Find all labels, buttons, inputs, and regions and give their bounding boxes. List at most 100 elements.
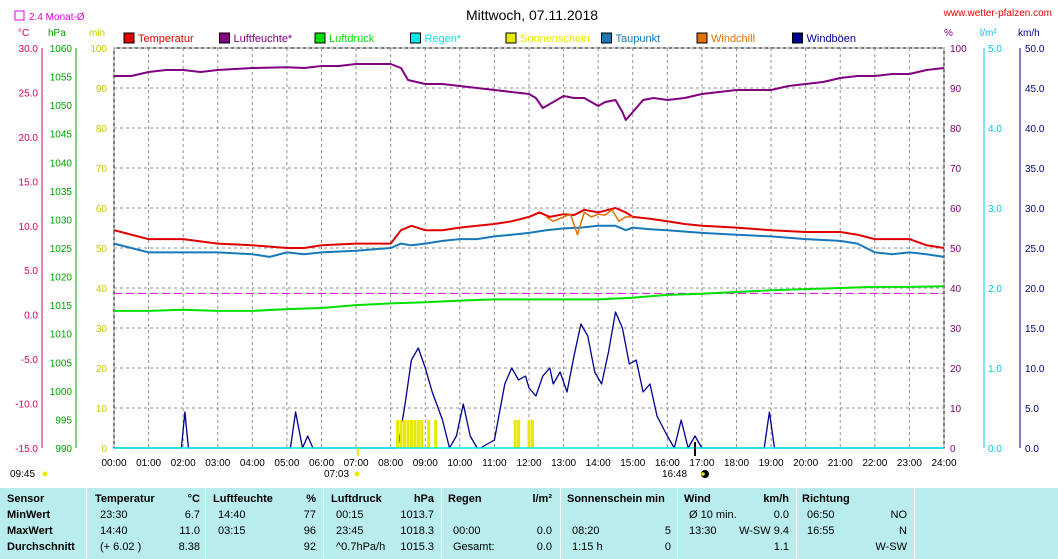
legend-label: Taupunkt xyxy=(616,33,661,45)
marker-sunset: 16:48 xyxy=(662,469,687,480)
sunshine-bar xyxy=(517,420,521,448)
stats-cell: 0.0 xyxy=(773,509,789,521)
grid-lines xyxy=(113,47,945,449)
stats-cell: Sonnenschein min xyxy=(567,493,665,505)
x-tick-label: 04:00 xyxy=(240,458,265,469)
stats-cell: 0.0 xyxy=(536,525,552,537)
stats-cell: 96 xyxy=(303,525,316,537)
sun-tick-label: 60 xyxy=(96,204,108,215)
legend-label: Luftdruck xyxy=(329,33,375,45)
rain-tick-label: 4.0 xyxy=(988,124,1002,135)
sun-tick-label: 10 xyxy=(96,404,108,415)
unit-pressure: hPa xyxy=(48,28,66,39)
pressure-tick-label: 1055 xyxy=(50,73,73,84)
stats-divider xyxy=(914,488,915,559)
sunshine-bar xyxy=(513,420,517,448)
x-tick-label: 19:00 xyxy=(759,458,784,469)
sun-tick-label: 0 xyxy=(101,444,107,455)
legend-label: Sonnenschein xyxy=(520,33,590,45)
unit-sun: min xyxy=(89,28,105,39)
stats-cell: Temperatur xyxy=(95,493,155,505)
humidity-tick-label: 30 xyxy=(950,324,962,335)
legend-swatch xyxy=(410,32,421,44)
stats-cell: (+ 6.02 ) xyxy=(100,541,142,553)
sun-tick-label: 90 xyxy=(96,84,108,95)
humidity-tick-label: 50 xyxy=(950,244,962,255)
moon-phase-icon xyxy=(701,470,709,478)
unit-humidity: % xyxy=(944,28,953,39)
stats-cell: NO xyxy=(890,509,908,521)
sunshine-bar xyxy=(399,420,403,448)
stats-cell: Luftfeuchte xyxy=(213,493,273,505)
stats-table: Sensor Temperatur °C Luftfeuchte% Luftdruck h… xyxy=(0,488,1058,559)
humidity-tick-label: 60 xyxy=(950,204,962,215)
stats-cell: 00:00 xyxy=(453,525,481,537)
series-line-windchill xyxy=(545,209,633,236)
pressure-tick-label: 1045 xyxy=(50,130,73,141)
humidity-tick-label: 10 xyxy=(950,404,962,415)
temp-tick-label: 30.0 xyxy=(19,44,39,55)
pressure-tick-label: 1025 xyxy=(50,244,73,255)
axis-ticks: 30.0 25.0 20.0 15.0 10.0 5.0 0.0 -5.0 -10.0 -15.0… xyxy=(15,44,1045,469)
temp-tick-label: 10.0 xyxy=(19,222,39,233)
legend-swatch xyxy=(601,32,612,44)
legend-label: Temperatur xyxy=(138,33,194,45)
stats-cell: Durchschnitt xyxy=(7,541,75,553)
wind-tick-label: 20.0 xyxy=(1025,284,1045,295)
x-tick-label: 13:00 xyxy=(551,458,576,469)
stats-cell: Regen xyxy=(448,493,482,505)
legend-swatch xyxy=(505,32,517,44)
stats-cell: 1.1 xyxy=(773,541,789,553)
stats-cell: Gesamt: xyxy=(453,541,495,553)
humidity-tick-label: 80 xyxy=(950,124,962,135)
stats-cell: ^0.7hPa/h xyxy=(336,541,386,553)
stats-cell: 03:15 xyxy=(218,525,246,537)
stats-cell: km/h xyxy=(763,493,789,505)
pressure-tick-label: 990 xyxy=(55,444,72,455)
legend-swatch xyxy=(792,32,803,44)
sunshine-bar xyxy=(434,420,438,448)
stats-cell: Richtung xyxy=(802,493,850,505)
rain-tick-label: 5.0 xyxy=(988,44,1002,55)
series-line-temperatur xyxy=(113,207,945,249)
stats-cell: 8.38 xyxy=(178,541,200,553)
sunshine-bar xyxy=(396,420,400,448)
humidity-tick-label: 70 xyxy=(950,164,962,175)
stats-cell: % xyxy=(306,493,316,505)
stats-cell: l/m² xyxy=(532,493,552,505)
stats-cell: 0 xyxy=(664,541,671,553)
pressure-tick-label: 1000 xyxy=(50,387,73,398)
legend: Temperatur Luftfeuchte* Luftdruck Regen* Son… xyxy=(123,32,856,45)
rain-tick-label: 2.0 xyxy=(988,284,1002,295)
legend-swatch xyxy=(123,32,135,44)
stats-cell: Luftdruck xyxy=(331,493,382,505)
sunshine-bar xyxy=(420,420,424,448)
marker-moon-time: 09:45 xyxy=(10,469,35,480)
stats-cell: 11.0 xyxy=(179,525,200,537)
x-tick-label: 21:00 xyxy=(828,458,853,469)
stats-cell: 6.7 xyxy=(184,509,200,521)
sunrise-dot-icon xyxy=(354,471,360,477)
pressure-tick-label: 1015 xyxy=(50,301,73,312)
pressure-tick-label: 1005 xyxy=(50,358,73,369)
temp-tick-label: -10.0 xyxy=(15,400,38,411)
marker-sunrise: 07:03 xyxy=(324,469,349,480)
x-tick-label: 22:00 xyxy=(862,458,887,469)
legend-swatch xyxy=(696,32,708,44)
stats-cell: MinWert xyxy=(7,509,51,521)
temp-tick-label: -5.0 xyxy=(21,355,39,366)
x-tick-label: 00:00 xyxy=(101,458,126,469)
stats-cell: 5 xyxy=(664,525,671,537)
stats-cell: 06:50 xyxy=(807,509,835,521)
sunshine-bar xyxy=(403,420,406,448)
stats-cell: 0.0 xyxy=(536,541,552,553)
stats-cell: 92 xyxy=(303,541,316,553)
sunshine-bar xyxy=(413,420,417,448)
stats-cell: 00:15 xyxy=(336,509,364,521)
unit-temp: °C xyxy=(18,28,29,39)
sunshine-bar xyxy=(530,420,534,448)
sun-tick-label: 30 xyxy=(96,324,108,335)
legend-swatch xyxy=(219,32,230,44)
pressure-tick-label: 1040 xyxy=(50,158,73,169)
monthly-avg-icon xyxy=(14,10,25,21)
